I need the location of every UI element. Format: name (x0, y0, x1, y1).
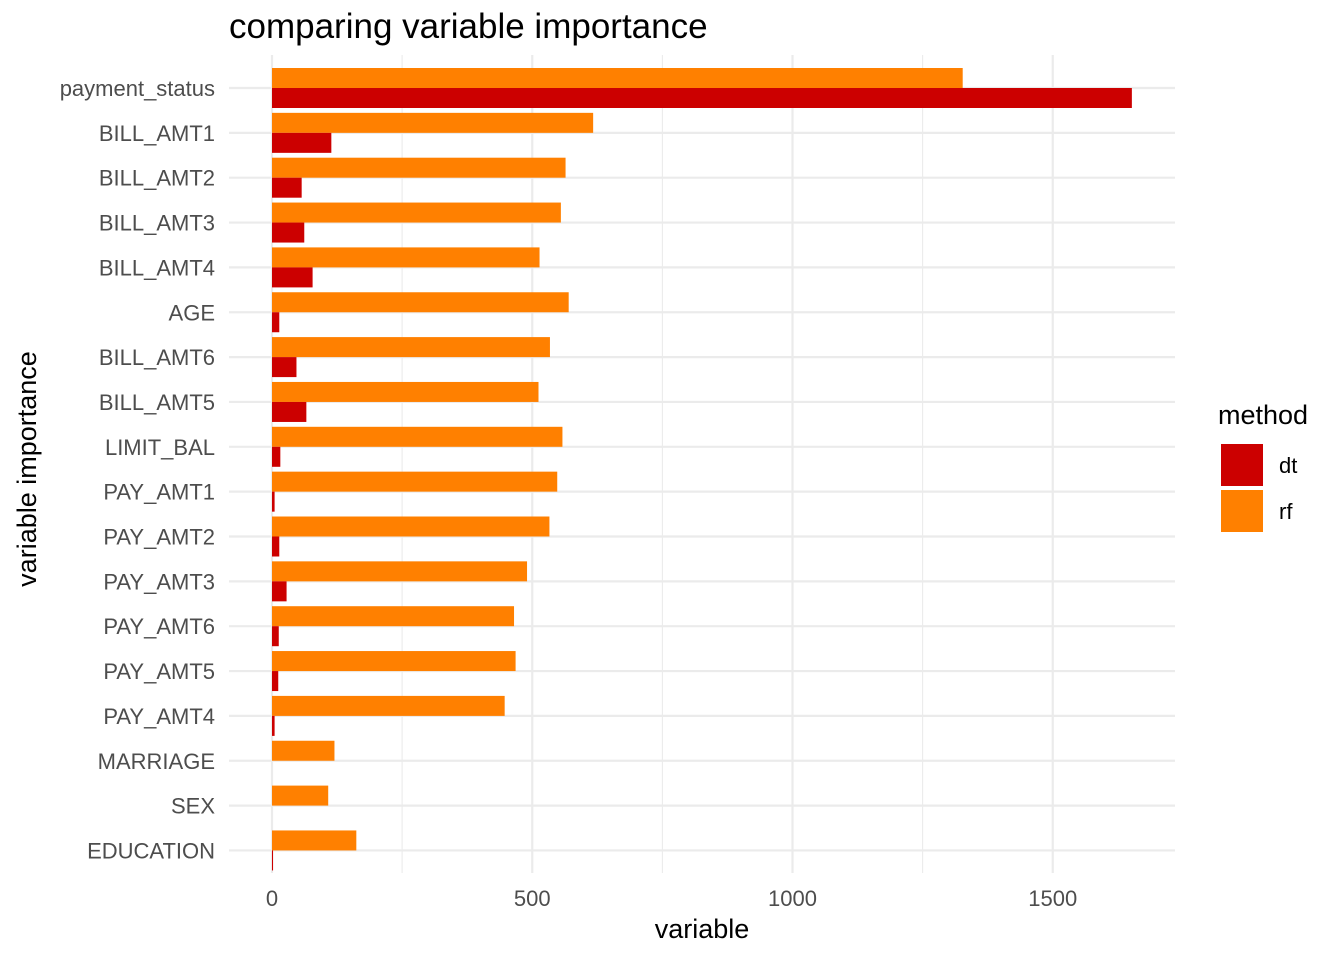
bar-rf (272, 651, 516, 672)
bar-rf (272, 830, 357, 851)
bar-dt (272, 850, 274, 871)
bar-dt (272, 312, 280, 333)
legend: method dt rf (1218, 400, 1308, 532)
y-tick-label: PAY_AMT3 (103, 569, 215, 594)
bar-dt (272, 671, 279, 692)
y-tick-label: PAY_AMT2 (103, 525, 215, 550)
y-tick-label: SEX (171, 794, 215, 819)
bar-dt (272, 357, 297, 378)
bar-dt (272, 626, 279, 647)
bar-dt (272, 401, 307, 422)
bar-rf (272, 202, 561, 223)
bar-dt (272, 715, 275, 736)
bar-dt (272, 267, 313, 288)
y-tick-label: BILL_AMT6 (99, 345, 215, 370)
bar-dt (272, 177, 302, 198)
bar-rf (272, 337, 550, 358)
bar-rf (272, 112, 594, 133)
y-tick-label: BILL_AMT3 (99, 211, 215, 236)
x-axis-title: variable (655, 914, 750, 944)
bar-rf (272, 381, 539, 402)
y-tick-label: PAY_AMT1 (103, 480, 215, 505)
x-tick-label: 0 (266, 886, 278, 911)
bar-rf (272, 695, 505, 716)
bars (272, 68, 1132, 871)
x-tick-labels: 0 500 1000 1500 (266, 886, 1077, 911)
x-tick-label: 1500 (1028, 886, 1077, 911)
legend-label-dt: dt (1279, 453, 1297, 478)
chart-title: comparing variable importance (229, 7, 708, 46)
y-tick-label: BILL_AMT1 (99, 121, 215, 146)
y-tick-label: PAY_AMT4 (103, 704, 215, 729)
y-tick-label: PAY_AMT6 (103, 614, 215, 639)
y-tick-label: LIMIT_BAL (105, 435, 215, 460)
legend-title: method (1218, 400, 1308, 430)
bar-rf (272, 247, 540, 268)
bar-dt (272, 446, 281, 467)
bar-dt (272, 581, 287, 602)
x-tick-label: 500 (514, 886, 551, 911)
bar-dt (272, 132, 332, 153)
bar-dt (272, 222, 305, 243)
y-tick-label: MARRIAGE (98, 749, 215, 774)
y-tick-label: BILL_AMT4 (99, 255, 215, 280)
y-tick-label: payment_status (60, 76, 215, 101)
y-tick-label: EDUCATION (87, 838, 215, 863)
bar-rf (272, 516, 550, 537)
y-tick-label: AGE (169, 300, 215, 325)
bar-rf (272, 785, 329, 806)
y-tick-label: PAY_AMT5 (103, 659, 215, 684)
bar-rf (272, 606, 515, 627)
y-tick-labels: payment_status BILL_AMT1 BILL_AMT2 BILL_AMT… (60, 76, 216, 863)
bar-rf (272, 292, 569, 313)
bar-rf (272, 561, 528, 582)
legend-label-rf: rf (1279, 499, 1293, 524)
bar-rf (272, 157, 566, 178)
bar-dt (272, 491, 275, 512)
bar-dt (272, 88, 1132, 108)
legend-key-dt (1221, 444, 1263, 486)
bar-dt (272, 536, 280, 557)
bar-rf (272, 740, 335, 761)
x-tick-label: 1000 (768, 886, 817, 911)
y-tick-label: BILL_AMT5 (99, 390, 215, 415)
bar-rf (272, 426, 563, 447)
y-axis-title: variable importance (12, 351, 42, 587)
y-tick-label: BILL_AMT2 (99, 166, 215, 191)
legend-key-rf (1221, 490, 1263, 532)
bar-rf (272, 68, 963, 88)
bar-rf (272, 471, 558, 492)
